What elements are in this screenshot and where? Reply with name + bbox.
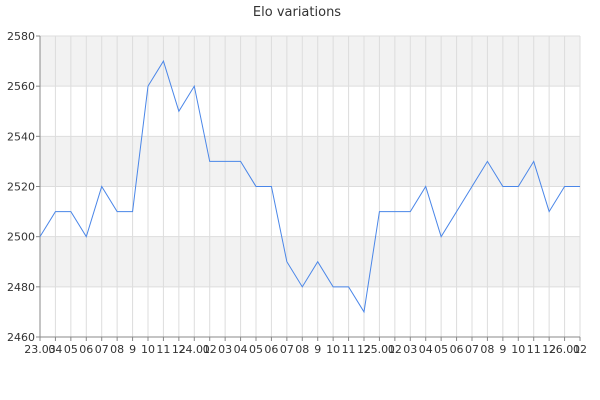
x-tick-label: 07 [465, 343, 479, 356]
background-band [40, 36, 580, 87]
x-tick-label: 24.01 [179, 343, 211, 356]
x-tick-label: 11 [527, 343, 541, 356]
data-point [162, 60, 165, 63]
data-point [532, 160, 535, 163]
x-tick-label: 02 [203, 343, 217, 356]
x-tick-label: 11 [342, 343, 356, 356]
series-group [39, 59, 582, 314]
x-tick-label: 9 [314, 343, 321, 356]
data-point [100, 185, 103, 188]
data-point [131, 210, 134, 213]
x-tick-label: 23.03 [24, 343, 56, 356]
x-tick-label: 06 [264, 343, 278, 356]
x-tick-label: 11 [156, 343, 170, 356]
x-tick-label: 03 [403, 343, 417, 356]
x-tick-label: 9 [129, 343, 136, 356]
data-point [316, 260, 319, 263]
x-tick-label: 05 [434, 343, 448, 356]
data-point [270, 185, 273, 188]
data-point [440, 235, 443, 238]
y-axis-labels: 2460 2480 2500 2520 2540 2560 2580 [7, 30, 35, 344]
data-point [332, 285, 335, 288]
data-point [147, 85, 150, 88]
data-point [579, 185, 582, 188]
data-point [548, 210, 551, 213]
x-tick-label: 10 [511, 343, 525, 356]
data-point [424, 185, 427, 188]
data-point [347, 285, 350, 288]
data-point [85, 235, 88, 238]
x-tick-label: 02 [388, 343, 402, 356]
data-point [501, 185, 504, 188]
x-tick-label: 08 [110, 343, 124, 356]
data-point [409, 210, 412, 213]
x-tick-label: 10 [141, 343, 155, 356]
x-tick-label: 26.01 [549, 343, 581, 356]
data-point [378, 210, 381, 213]
background-band [40, 136, 580, 187]
x-tick-label: 04 [419, 343, 433, 356]
data-point [285, 260, 288, 263]
x-tick-label: 12 [542, 343, 556, 356]
background-band [40, 236, 580, 287]
y-tick-label: 2540 [7, 130, 35, 143]
background-band [40, 86, 580, 137]
data-point [486, 160, 489, 163]
x-tick-label: 08 [480, 343, 494, 356]
y-tick-label: 2520 [7, 181, 35, 194]
data-point [363, 310, 366, 313]
data-point [239, 160, 242, 163]
data-point [208, 160, 211, 163]
data-point [471, 185, 474, 188]
x-tick-label: 06 [79, 343, 93, 356]
y-tick-label: 2480 [7, 281, 35, 294]
data-point [517, 185, 520, 188]
data-point [177, 110, 180, 113]
data-point [54, 210, 57, 213]
data-point [255, 185, 258, 188]
axes [36, 35, 581, 341]
data-point [224, 160, 227, 163]
data-point [455, 210, 458, 213]
data-point [39, 235, 42, 238]
x-tick-label: 08 [295, 343, 309, 356]
x-tick-label: 02 [573, 343, 587, 356]
series-line [39, 59, 580, 314]
data-point [69, 210, 72, 213]
y-tick-label: 2560 [7, 80, 35, 93]
x-tick-label: 07 [280, 343, 294, 356]
y-tick-label: 2500 [7, 231, 35, 244]
x-tick-label: 25.01 [364, 343, 396, 356]
x-tick-label: 05 [249, 343, 263, 356]
x-tick-label: 9 [499, 343, 506, 356]
y-tick-label: 2580 [7, 30, 35, 43]
data-point [301, 285, 304, 288]
data-point [393, 210, 396, 213]
x-tick-label: 04 [48, 343, 62, 356]
background-bands [40, 36, 580, 337]
x-tick-label: 12 [357, 343, 371, 356]
y-tick-label: 2460 [7, 331, 35, 344]
x-tick-label: 12 [172, 343, 186, 356]
chart-title: Elo variations [253, 5, 341, 20]
x-tick-label: 05 [64, 343, 78, 356]
x-tick-label: 10 [326, 343, 340, 356]
data-point [116, 210, 119, 213]
x-tick-label: 07 [95, 343, 109, 356]
data-point [193, 85, 196, 88]
background-band [40, 286, 580, 337]
x-tick-label: 06 [450, 343, 464, 356]
data-point [563, 185, 566, 188]
x-tick-label: 03 [218, 343, 232, 356]
x-tick-label: 04 [234, 343, 248, 356]
